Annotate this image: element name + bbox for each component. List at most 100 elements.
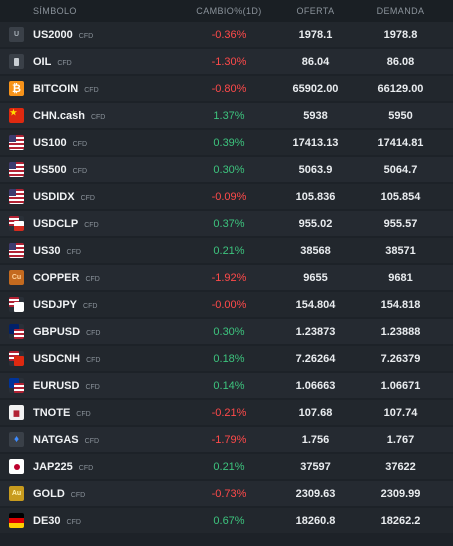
quote-row[interactable]: U US2000 CFD -0.36% 1978.1 1978.8 [0,22,453,47]
quote-row[interactable]: Cu COPPER CFD -1.92% 9655 9681 [0,265,453,290]
bid-price[interactable]: 38568 [300,244,331,257]
bid-price[interactable]: 1978.1 [298,28,333,41]
change-value: -0.80% [211,82,247,95]
quote-row[interactable]: GBPUSD CFD 0.30% 1.23873 1.23888 [0,319,453,344]
change-value: 0.37% [213,217,245,230]
gold-icon: Au [9,486,24,501]
quote-row[interactable]: US30 CFD 0.21% 38568 38571 [0,238,453,263]
symbol-name: EURUSD [33,379,80,392]
ask-price[interactable]: 955.57 [383,217,418,230]
bid-price[interactable]: 7.26264 [295,352,336,365]
gbp-usd-flags-icon [9,324,24,339]
bid-price[interactable]: 154.804 [295,298,336,311]
symbol-name: DE30 [33,514,61,527]
header-symbol[interactable]: SÍMBOLO [33,6,77,16]
bid-price[interactable]: 9655 [303,271,328,284]
usd-clp-flags-icon [9,216,24,231]
symbol-cell: USDJPY CFD [33,299,175,311]
symbol-cell: BITCOIN CFD [33,83,175,95]
change-value: -1.30% [211,55,247,68]
ask-price[interactable]: 18262.2 [380,514,421,527]
symbol-cell: US30 CFD [33,245,175,257]
quote-row[interactable]: ₿ BITCOIN CFD -0.80% 65902.00 66129.00 [0,76,453,101]
copper-icon: Cu [9,270,24,285]
ask-price[interactable]: 107.74 [383,406,418,419]
bid-price[interactable]: 105.836 [295,190,336,203]
oil-icon [9,54,24,69]
instrument-tag: CFD [84,221,99,229]
ask-price[interactable]: 1978.8 [383,28,418,41]
instrument-tag: CFD [90,113,106,121]
quote-row[interactable]: DE30 CFD 0.67% 18260.8 18262.2 [0,508,453,533]
bid-price[interactable]: 2309.63 [295,487,336,500]
symbol-name: GBPUSD [33,325,81,338]
symbol-name: US500 [33,163,67,176]
ask-price[interactable]: 1.767 [386,433,415,446]
symbol-name: CHN.cash [33,109,85,122]
china-flag-icon: ★ [9,108,24,123]
us-flag-icon [9,189,24,204]
bid-price[interactable]: 107.68 [298,406,333,419]
bid-price[interactable]: 5063.9 [298,163,333,176]
ask-price[interactable]: 7.26379 [380,352,421,365]
header-ask[interactable]: DEMANDA [376,6,425,16]
ask-price[interactable]: 37622 [385,460,416,473]
quote-row[interactable]: US500 CFD 0.30% 5063.9 5064.7 [0,157,453,182]
symbol-name: USDCNH [33,352,81,365]
ask-price[interactable]: 154.818 [380,298,421,311]
change-value: 0.30% [213,163,245,176]
bid-price[interactable]: 37597 [300,460,331,473]
usd-jpy-flags-icon [9,297,24,312]
bid-price[interactable]: 1.756 [301,433,330,446]
quote-row[interactable]: US100 CFD 0.39% 17413.13 17414.81 [0,130,453,155]
quote-row[interactable]: USDCNH CFD 0.18% 7.26264 7.26379 [0,346,453,371]
bid-price[interactable]: 5938 [303,109,328,122]
symbol-name: JAP225 [33,460,73,473]
ask-price[interactable]: 38571 [385,244,416,257]
quote-row[interactable]: ★ CHN.cash CFD 1.37% 5938 5950 [0,103,453,128]
instrument-tag: CFD [72,140,88,148]
bid-price[interactable]: 1.23873 [295,325,336,338]
symbol-name: US2000 [33,28,73,41]
quote-row[interactable]: OIL CFD -1.30% 86.04 86.08 [0,49,453,74]
header-change[interactable]: CAMBIO%(1D) [196,6,262,16]
symbol-cell: GBPUSD CFD [33,326,175,338]
instrument-tag: CFD [85,275,100,283]
change-value: 0.39% [213,136,245,149]
ask-price[interactable]: 1.23888 [380,325,421,338]
header-bid[interactable]: OFERTA [296,6,335,16]
quotes-table: SÍMBOLO CAMBIO%(1D) OFERTA DEMANDA U US2… [0,6,453,533]
change-value: 0.30% [213,325,245,338]
ask-price[interactable]: 1.06671 [380,379,421,392]
bid-price[interactable]: 955.02 [298,217,333,230]
bid-price[interactable]: 1.06663 [295,379,336,392]
symbol-cell: US100 CFD [33,137,175,149]
symbol-name: BITCOIN [33,82,79,95]
bid-price[interactable]: 86.04 [301,55,330,68]
quote-row[interactable]: EURUSD CFD 0.14% 1.06663 1.06671 [0,373,453,398]
quote-row[interactable]: Au GOLD CFD -0.73% 2309.63 2309.99 [0,481,453,506]
ask-price[interactable]: 66129.00 [377,82,424,95]
ask-price[interactable]: 17414.81 [377,136,424,149]
bid-price[interactable]: 17413.13 [292,136,339,149]
instrument-tag: CFD [85,383,100,391]
ask-price[interactable]: 9681 [388,271,413,284]
instrument-tag: CFD [66,518,81,526]
quote-row[interactable]: JAP225 CFD 0.21% 37597 37622 [0,454,453,479]
change-value: 0.18% [213,352,245,365]
symbol-name: GOLD [33,487,65,500]
quote-row[interactable]: ▆ TNOTE CFD -0.21% 107.68 107.74 [0,400,453,425]
ask-price[interactable]: 5064.7 [383,163,418,176]
quote-row[interactable]: USDJPY CFD -0.00% 154.804 154.818 [0,292,453,317]
ask-price[interactable]: 105.854 [380,190,421,203]
quote-row[interactable]: USDCLP CFD 0.37% 955.02 955.57 [0,211,453,236]
quote-row[interactable]: USDIDX CFD -0.09% 105.836 105.854 [0,184,453,209]
quote-row[interactable]: ♦ NATGAS CFD -1.79% 1.756 1.767 [0,427,453,452]
ask-price[interactable]: 2309.99 [380,487,421,500]
ask-price[interactable]: 86.08 [386,55,415,68]
change-value: -0.00% [211,298,247,311]
ask-price[interactable]: 5950 [388,109,413,122]
germany-flag-icon [9,513,24,528]
bid-price[interactable]: 65902.00 [292,82,339,95]
bid-price[interactable]: 18260.8 [295,514,336,527]
